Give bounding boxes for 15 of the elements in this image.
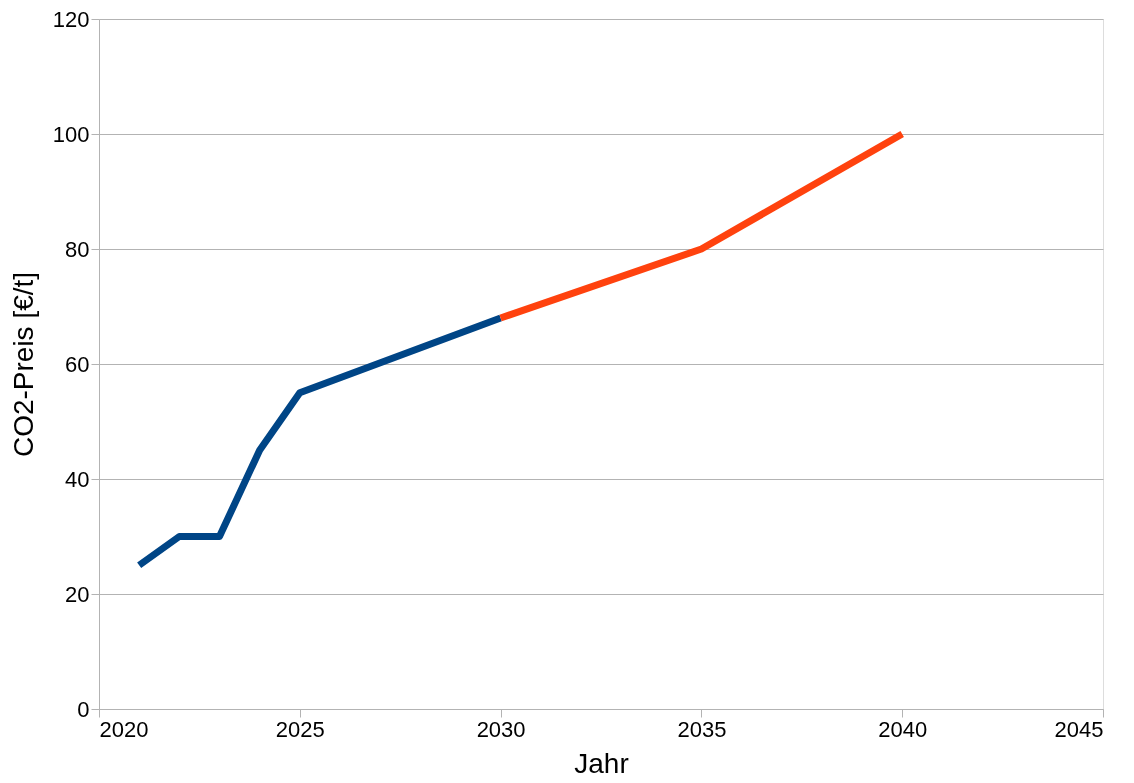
y-tick-label: 80	[65, 236, 90, 262]
x-tick-label: 2035	[677, 716, 727, 742]
y-tick-label: 0	[77, 696, 90, 722]
x-tick-label: 2020	[99, 716, 149, 742]
y-tick-label: 40	[65, 466, 90, 492]
x-tick-label: 2025	[275, 716, 325, 742]
y-axis-title: CO2-Preis [€/t]	[7, 271, 39, 458]
y-tick-label: 100	[52, 121, 90, 147]
x-tick-label: 2045	[1054, 716, 1104, 742]
x-tick-label: 2030	[476, 716, 526, 742]
y-tick-label: 20	[65, 581, 90, 607]
x-tick-label: 2040	[878, 716, 928, 742]
y-tick-label: 60	[65, 351, 90, 377]
x-axis-title: Jahr	[574, 747, 629, 779]
y-tick-label: 120	[52, 6, 90, 32]
